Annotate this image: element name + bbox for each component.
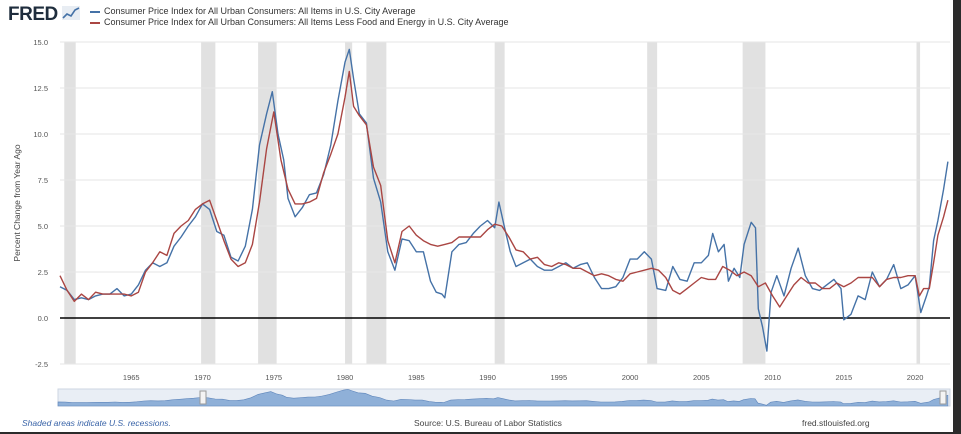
series-line-core bbox=[59, 70, 949, 308]
x-tick-label: 1975 bbox=[265, 373, 282, 382]
x-tick-label: 2000 bbox=[622, 373, 639, 382]
x-tick-label: 1970 bbox=[194, 373, 211, 382]
x-tick-label: 2010 bbox=[764, 373, 781, 382]
y-axis-label: Percent Change from Year Ago bbox=[12, 144, 22, 261]
x-tick-label: 2005 bbox=[693, 373, 710, 382]
recession-note[interactable]: Shaded areas indicate U.S. recessions. bbox=[22, 418, 171, 428]
x-tick-label: 2020 bbox=[907, 373, 924, 382]
navigator-area bbox=[57, 389, 949, 407]
y-tick-label: 7.5 bbox=[38, 176, 48, 185]
source-text: Source: U.S. Bureau of Labor Statistics bbox=[414, 418, 562, 428]
site-url[interactable]: fred.stlouisfed.org bbox=[802, 418, 870, 428]
legend-label-core: Consumer Price Index for All Urban Consu… bbox=[104, 17, 509, 27]
x-tick-label: 1985 bbox=[408, 373, 425, 382]
recession-bands bbox=[64, 42, 921, 364]
x-tick-label: 1990 bbox=[479, 373, 496, 382]
recession-band bbox=[345, 42, 353, 364]
legend-swatch-core bbox=[90, 21, 100, 24]
legend-item-core[interactable]: Consumer Price Index for All Urban Consu… bbox=[90, 17, 509, 28]
y-tick-label: 12.5 bbox=[33, 84, 48, 93]
navigator-handle-right[interactable] bbox=[939, 390, 947, 405]
range-navigator bbox=[57, 388, 951, 407]
y-tick-label: 0.0 bbox=[38, 314, 48, 323]
x-tick-label: 1980 bbox=[337, 373, 354, 382]
recession-band bbox=[916, 42, 921, 364]
x-tick-label: 1965 bbox=[123, 373, 140, 382]
series-lines bbox=[59, 48, 949, 352]
recession-band bbox=[366, 42, 387, 364]
recession-band bbox=[647, 42, 658, 364]
x-tick-label: 2015 bbox=[835, 373, 852, 382]
y-tick-label: 10.0 bbox=[33, 130, 48, 139]
recession-band bbox=[201, 42, 216, 364]
y-tick-label: 15.0 bbox=[33, 38, 48, 47]
y-tick-label: -2.5 bbox=[35, 360, 48, 369]
recession-band bbox=[742, 42, 766, 364]
x-axis-ticks: 1965 1970 1975 1980 1985 1990 1995 2000 2005 2010… bbox=[123, 373, 924, 382]
chart-legend: Consumer Price Index for All Urban Consu… bbox=[90, 6, 509, 28]
legend-item-headline[interactable]: Consumer Price Index for All Urban Consu… bbox=[90, 6, 509, 17]
recession-band bbox=[258, 42, 277, 364]
fred-logo[interactable]: FRED bbox=[8, 4, 58, 25]
chart-line-icon bbox=[62, 6, 80, 20]
y-tick-label: 5.0 bbox=[38, 222, 48, 231]
navigator-handle-left[interactable] bbox=[199, 390, 207, 405]
gridlines bbox=[60, 41, 950, 365]
y-axis-ticks: 15.0 12.5 10.0 7.5 5.0 2.5 0.0 -2.5 bbox=[33, 38, 48, 369]
recession-band bbox=[64, 42, 76, 364]
legend-label-headline: Consumer Price Index for All Urban Consu… bbox=[104, 6, 416, 16]
x-tick-label: 1995 bbox=[550, 373, 567, 382]
y-tick-label: 2.5 bbox=[38, 268, 48, 277]
legend-swatch-headline bbox=[90, 10, 100, 13]
